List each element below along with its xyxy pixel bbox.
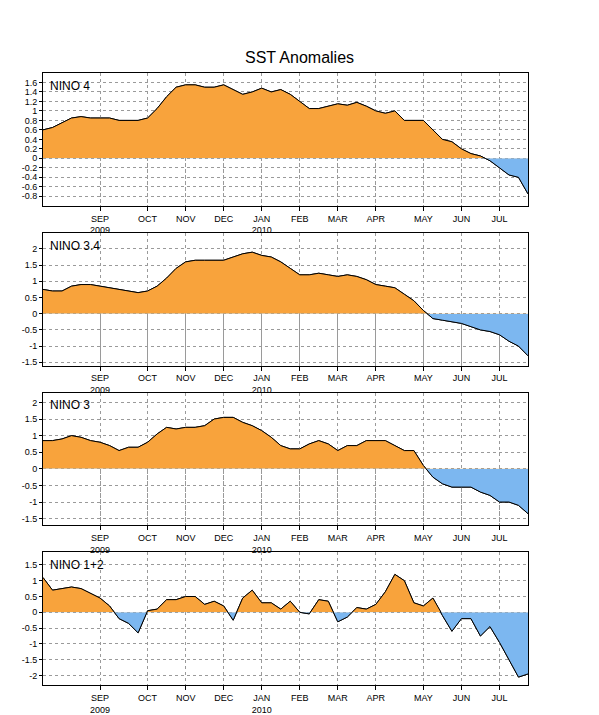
svg-text:DEC: DEC <box>214 693 234 703</box>
svg-text:APR: APR <box>367 373 386 383</box>
svg-text:MAY: MAY <box>414 373 433 383</box>
svg-text:-0.6: -0.6 <box>22 182 38 192</box>
svg-text:-1.5: -1.5 <box>22 514 38 524</box>
svg-text:MAR: MAR <box>328 214 349 224</box>
svg-text:FEB: FEB <box>291 214 309 224</box>
svg-text:0: 0 <box>32 153 37 163</box>
svg-text:JAN2010: JAN2010 <box>252 214 272 236</box>
svg-text:MAY: MAY <box>414 693 433 703</box>
svg-text:JUN: JUN <box>453 533 471 543</box>
svg-text:NOV: NOV <box>176 693 196 703</box>
svg-text:OCT: OCT <box>138 373 158 383</box>
svg-text:OCT: OCT <box>138 533 158 543</box>
svg-text:1: 1 <box>32 431 37 441</box>
svg-text:APR: APR <box>367 533 386 543</box>
svg-text:-2: -2 <box>29 671 37 681</box>
svg-text:NINO 4: NINO 4 <box>50 79 90 93</box>
svg-text:APR: APR <box>367 693 386 703</box>
svg-text:1: 1 <box>32 106 37 116</box>
svg-text:0: 0 <box>32 309 37 319</box>
svg-text:DEC: DEC <box>214 214 234 224</box>
svg-text:2: 2 <box>32 398 37 408</box>
svg-text:0: 0 <box>32 607 37 617</box>
svg-text:DEC: DEC <box>214 533 234 543</box>
svg-text:0.5: 0.5 <box>25 293 38 303</box>
svg-text:-0.5: -0.5 <box>22 623 38 633</box>
svg-text:1.5: 1.5 <box>25 414 38 424</box>
svg-text:SEP2009: SEP2009 <box>90 373 110 395</box>
svg-text:FEB: FEB <box>291 693 309 703</box>
svg-text:MAR: MAR <box>328 373 349 383</box>
svg-text:SEP2009: SEP2009 <box>90 533 110 555</box>
svg-text:1.5: 1.5 <box>25 560 38 570</box>
svg-text:JUN: JUN <box>453 214 471 224</box>
svg-text:0.5: 0.5 <box>25 592 38 602</box>
svg-text:1: 1 <box>32 276 37 286</box>
svg-text:MAR: MAR <box>328 693 349 703</box>
svg-text:1.5: 1.5 <box>25 260 38 270</box>
svg-text:1.2: 1.2 <box>25 97 38 107</box>
svg-text:NINO 3: NINO 3 <box>50 398 90 412</box>
svg-text:-1: -1 <box>29 341 37 351</box>
svg-text:-0.2: -0.2 <box>22 163 38 173</box>
svg-text:JUL: JUL <box>491 214 507 224</box>
svg-text:1.6: 1.6 <box>25 78 38 88</box>
svg-text:0: 0 <box>32 464 37 474</box>
svg-text:JUL: JUL <box>491 533 507 543</box>
svg-text:NINO 3.4: NINO 3.4 <box>50 239 100 253</box>
svg-text:-0.4: -0.4 <box>22 172 38 182</box>
svg-text:SEP2009: SEP2009 <box>90 693 110 715</box>
svg-text:0.8: 0.8 <box>25 116 38 126</box>
svg-text:-0.5: -0.5 <box>22 325 38 335</box>
svg-text:-0.5: -0.5 <box>22 481 38 491</box>
svg-text:DEC: DEC <box>214 373 234 383</box>
svg-text:0.5: 0.5 <box>25 447 38 457</box>
svg-text:FEB: FEB <box>291 373 309 383</box>
svg-text:MAY: MAY <box>414 533 433 543</box>
svg-text:JAN2010: JAN2010 <box>252 373 272 395</box>
svg-text:0.4: 0.4 <box>25 135 38 145</box>
svg-text:-1.5: -1.5 <box>22 655 38 665</box>
svg-text:2: 2 <box>32 244 37 254</box>
svg-text:JUL: JUL <box>491 693 507 703</box>
svg-text:FEB: FEB <box>291 533 309 543</box>
svg-text:OCT: OCT <box>138 214 158 224</box>
svg-text:0.6: 0.6 <box>25 125 38 135</box>
svg-text:-0.8: -0.8 <box>22 191 38 201</box>
svg-text:0.2: 0.2 <box>25 144 38 154</box>
svg-text:MAY: MAY <box>414 214 433 224</box>
svg-text:SST Anomalies: SST Anomalies <box>245 49 354 66</box>
svg-text:1: 1 <box>32 576 37 586</box>
svg-text:JUL: JUL <box>491 373 507 383</box>
svg-text:-1.5: -1.5 <box>22 357 38 367</box>
svg-text:NOV: NOV <box>176 214 196 224</box>
svg-text:NOV: NOV <box>176 533 196 543</box>
svg-text:OCT: OCT <box>138 693 158 703</box>
svg-text:SEP2009: SEP2009 <box>90 214 110 236</box>
svg-text:-1: -1 <box>29 497 37 507</box>
svg-text:APR: APR <box>367 214 386 224</box>
svg-text:MAR: MAR <box>328 533 349 543</box>
svg-text:JUN: JUN <box>453 373 471 383</box>
svg-text:NOV: NOV <box>176 373 196 383</box>
svg-text:NINO 1+2: NINO 1+2 <box>50 558 104 572</box>
svg-text:1.4: 1.4 <box>25 87 38 97</box>
svg-text:JAN2010: JAN2010 <box>252 533 272 555</box>
svg-text:JUN: JUN <box>453 693 471 703</box>
svg-text:JAN2010: JAN2010 <box>252 693 272 715</box>
svg-text:-1: -1 <box>29 639 37 649</box>
